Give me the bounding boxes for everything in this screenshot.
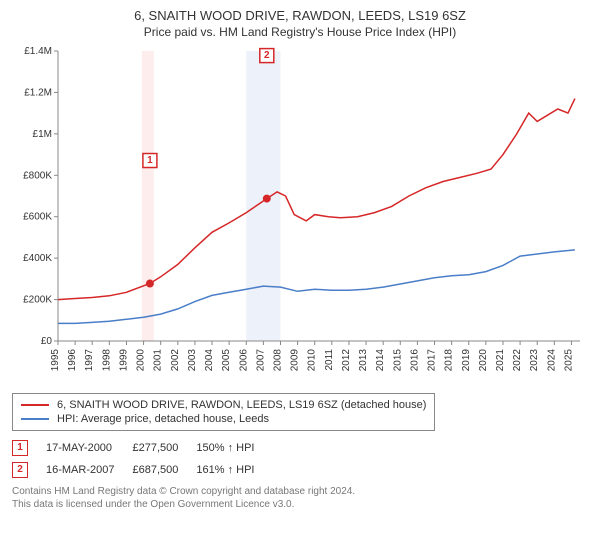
title-subtitle: Price paid vs. HM Land Registry's House … xyxy=(12,25,588,39)
x-tick-label: 2000 xyxy=(136,349,147,372)
x-tick-label: 1997 xyxy=(84,349,95,372)
series-property xyxy=(58,99,575,300)
y-tick-label: £600K xyxy=(23,212,52,223)
shaded-band xyxy=(142,51,154,341)
sale-marker-number: 2 xyxy=(264,50,270,61)
sale-marker-dot xyxy=(146,280,154,288)
x-tick-label: 1999 xyxy=(118,349,129,372)
x-tick-label: 2015 xyxy=(392,349,403,372)
y-tick-label: £200K xyxy=(23,295,52,306)
x-tick-label: 2025 xyxy=(563,349,574,372)
x-tick-label: 1995 xyxy=(50,349,61,372)
chart-area: £0 £200K £400K £600K £800K £1M £1.2M £1.4M 1995 1… xyxy=(12,45,588,385)
y-tick-label: £1M xyxy=(33,129,52,140)
sale-row: 2 16-MAR-2007£687,500161% ↑ HPI xyxy=(12,459,272,481)
title-address: 6, SNAITH WOOD DRIVE, RAWDON, LEEDS, LS1… xyxy=(12,8,588,23)
sale-hpi: 161% ↑ HPI xyxy=(196,459,272,481)
x-tick-label: 2011 xyxy=(324,349,335,371)
sale-number-cell: 2 xyxy=(12,459,46,481)
x-tick-label: 2004 xyxy=(204,349,215,372)
legend-row: 6, SNAITH WOOD DRIVE, RAWDON, LEEDS, LS1… xyxy=(21,398,426,412)
sale-number-box: 1 xyxy=(12,440,28,456)
sale-date: 16-MAR-2007 xyxy=(46,459,132,481)
x-tick-label: 2005 xyxy=(221,349,232,372)
sale-marker-number: 1 xyxy=(147,155,153,166)
legend-label: 6, SNAITH WOOD DRIVE, RAWDON, LEEDS, LS1… xyxy=(57,399,426,411)
chart-svg: £0 £200K £400K £600K £800K £1M £1.2M £1.4M 1995 1… xyxy=(12,45,588,385)
footnote-line-1: Contains HM Land Registry data © Crown c… xyxy=(12,485,588,498)
footnote-line-2: This data is licensed under the Open Gov… xyxy=(12,498,588,511)
x-tick-label: 2019 xyxy=(461,349,472,372)
legend-row: HPI: Average price, detached house, Leed… xyxy=(21,412,426,426)
x-tick-label: 2012 xyxy=(341,349,352,372)
sale-date: 17-MAY-2000 xyxy=(46,437,132,459)
y-tick-label: £1.2M xyxy=(24,87,52,98)
x-tick-label: 2007 xyxy=(255,349,266,372)
x-tick-label: 2021 xyxy=(495,349,506,372)
x-tick-label: 2001 xyxy=(153,349,164,372)
sale-marker-dot xyxy=(263,195,271,203)
x-tick-label: 2022 xyxy=(512,349,523,372)
sale-price: £277,500 xyxy=(132,437,196,459)
series-hpi xyxy=(58,250,575,324)
legend: 6, SNAITH WOOD DRIVE, RAWDON, LEEDS, LS1… xyxy=(12,393,435,431)
x-tick-label: 2010 xyxy=(307,349,318,372)
sale-price: £687,500 xyxy=(132,459,196,481)
x-tick-label: 2016 xyxy=(409,349,420,372)
x-tick-label: 2002 xyxy=(170,349,181,372)
y-tick-label: £800K xyxy=(23,170,52,181)
x-tick-label: 1998 xyxy=(101,349,112,372)
x-tick-label: 2018 xyxy=(444,349,455,372)
x-tick-label: 2003 xyxy=(187,349,198,372)
sale-hpi: 150% ↑ HPI xyxy=(196,437,272,459)
sale-number-box: 2 xyxy=(12,462,28,478)
footnote: Contains HM Land Registry data © Crown c… xyxy=(12,485,588,511)
sale-row: 1 17-MAY-2000£277,500150% ↑ HPI xyxy=(12,437,272,459)
x-tick-label: 1996 xyxy=(67,349,78,372)
x-tick-label: 2009 xyxy=(290,349,301,372)
y-tick-label: £0 xyxy=(41,336,53,347)
legend-swatch xyxy=(21,418,49,420)
chart-container: 6, SNAITH WOOD DRIVE, RAWDON, LEEDS, LS1… xyxy=(0,0,600,515)
sales-table: 1 17-MAY-2000£277,500150% ↑ HPI 2 16-MAR-20… xyxy=(12,437,272,481)
x-tick-label: 2006 xyxy=(238,349,249,372)
x-tick-label: 2013 xyxy=(358,349,369,372)
shaded-band xyxy=(246,51,280,341)
legend-label: HPI: Average price, detached house, Leed… xyxy=(57,413,269,425)
titles: 6, SNAITH WOOD DRIVE, RAWDON, LEEDS, LS1… xyxy=(12,8,588,39)
y-tick-label: £400K xyxy=(23,253,52,264)
x-tick-label: 2024 xyxy=(546,349,557,372)
x-tick-label: 2023 xyxy=(529,349,540,372)
x-tick-label: 2008 xyxy=(272,349,283,372)
sale-number-cell: 1 xyxy=(12,437,46,459)
x-tick-label: 2017 xyxy=(427,349,438,372)
y-tick-label: £1.4M xyxy=(24,46,52,57)
x-tick-label: 2014 xyxy=(375,349,386,372)
x-tick-label: 2020 xyxy=(478,349,489,372)
legend-swatch xyxy=(21,404,49,406)
